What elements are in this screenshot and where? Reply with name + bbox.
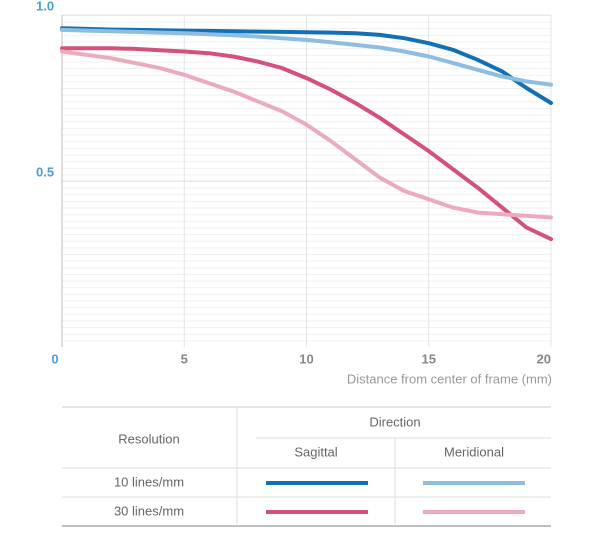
x-tick-label: 10 [299, 351, 313, 366]
series-line [60, 27, 553, 87]
series-line [60, 49, 553, 220]
y-tick-label: 1.0 [36, 0, 54, 13]
y-tick-label: 0.5 [36, 164, 54, 179]
column-header: Direction [369, 414, 420, 429]
x-tick-label: 5 [181, 351, 188, 366]
row-label: 30 lines/mm [114, 503, 184, 518]
column-label: Meridional [444, 444, 504, 459]
x-axis-label: Distance from center of frame (mm) [347, 371, 552, 386]
column-label: Sagittal [294, 444, 337, 459]
series-line [60, 46, 553, 242]
series-line [60, 26, 553, 105]
x-tick-label: 0 [51, 351, 58, 366]
x-tick-label: 20 [537, 351, 551, 366]
x-tick-label: 15 [422, 351, 436, 366]
row-header: Resolution [118, 431, 179, 446]
row-label: 10 lines/mm [114, 474, 184, 489]
